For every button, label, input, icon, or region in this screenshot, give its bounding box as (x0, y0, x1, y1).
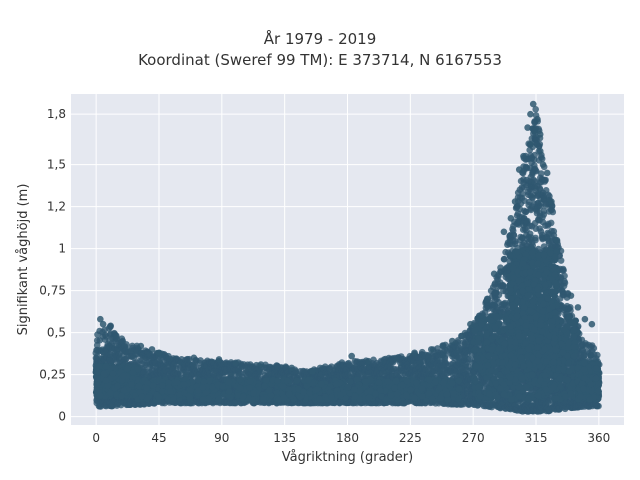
chart-title-line-2: Koordinat (Sweref 99 TM): E 373714, N 61… (138, 51, 502, 69)
data-points (92, 100, 603, 415)
data-point (510, 231, 517, 239)
data-point (532, 236, 539, 244)
data-point (123, 341, 130, 348)
data-point (107, 322, 114, 330)
data-point (536, 140, 544, 148)
data-point (500, 255, 508, 263)
chart-title-line-1: År 1979 - 2019 (263, 30, 377, 48)
data-point (93, 341, 101, 349)
